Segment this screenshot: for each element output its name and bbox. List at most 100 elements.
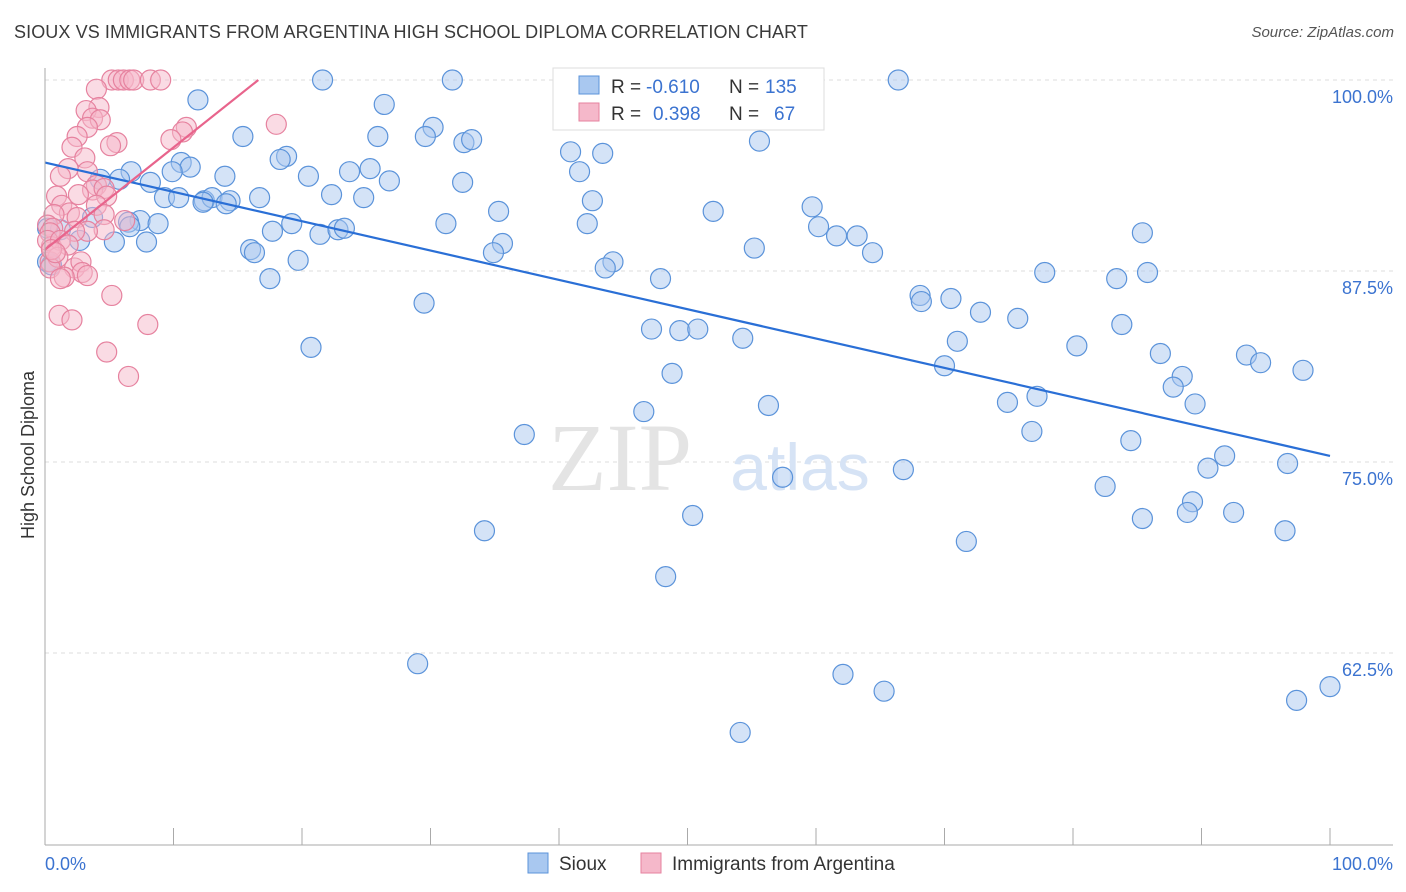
sioux-point bbox=[320, 184, 343, 206]
sioux-point bbox=[1223, 501, 1245, 524]
y-tick-label: 62.5% bbox=[1342, 660, 1393, 680]
sioux-point bbox=[832, 663, 854, 685]
sioux-point bbox=[1111, 313, 1133, 336]
y-tick-label: 75.0% bbox=[1342, 469, 1393, 489]
sioux-point bbox=[748, 130, 771, 152]
sioux-point bbox=[187, 89, 209, 111]
sioux-point bbox=[488, 200, 510, 223]
sioux-point bbox=[581, 190, 604, 212]
sioux-point bbox=[1162, 376, 1184, 398]
sioux-point bbox=[640, 318, 663, 340]
sioux-point bbox=[232, 125, 254, 148]
watermark-atlas: atlas bbox=[730, 430, 869, 504]
argentina-point bbox=[61, 309, 83, 331]
argentina-point bbox=[114, 209, 136, 232]
legend-swatch-argentina bbox=[640, 852, 662, 874]
sioux-point bbox=[996, 391, 1019, 414]
sioux-point bbox=[1131, 507, 1153, 530]
sioux-point bbox=[633, 400, 655, 423]
sioux-point bbox=[1106, 268, 1128, 290]
sioux-point bbox=[801, 196, 823, 218]
sioux-point bbox=[452, 171, 474, 193]
sioux-point bbox=[655, 565, 677, 588]
sioux-point bbox=[1066, 335, 1088, 357]
sioux-point bbox=[732, 327, 754, 349]
sioux-point bbox=[353, 187, 375, 209]
n-value-sioux: 135 bbox=[765, 77, 797, 98]
sioux-point bbox=[407, 653, 429, 675]
sioux-point bbox=[661, 362, 683, 384]
sioux-point bbox=[513, 423, 535, 446]
sioux-point bbox=[297, 165, 320, 187]
sioux-point bbox=[743, 237, 765, 259]
sioux-point bbox=[1136, 261, 1159, 284]
sioux-point bbox=[873, 680, 895, 702]
n-label: N = bbox=[729, 77, 759, 98]
sioux-point bbox=[757, 394, 780, 417]
sioux-point bbox=[461, 128, 483, 151]
sioux-point bbox=[1007, 307, 1029, 329]
sioux-point bbox=[576, 213, 598, 235]
argentina-point bbox=[137, 313, 159, 336]
r-label: R = bbox=[611, 77, 641, 98]
sioux-point bbox=[1094, 475, 1116, 498]
sioux-point bbox=[1274, 520, 1296, 542]
sioux-point bbox=[473, 520, 496, 542]
sioux-point bbox=[338, 161, 361, 183]
argentina-point bbox=[85, 78, 108, 100]
sioux-point bbox=[1021, 420, 1043, 443]
sioux-point bbox=[846, 225, 868, 247]
n-value-argentina: 67 bbox=[774, 104, 795, 125]
argentina-point bbox=[150, 69, 172, 91]
legend-label-argentina: Immigrants from Argentina bbox=[672, 854, 895, 875]
sioux-point bbox=[946, 330, 968, 352]
sioux-point bbox=[825, 225, 848, 247]
sioux-point bbox=[771, 466, 794, 488]
sioux-point bbox=[1276, 452, 1299, 475]
sioux-trend-line bbox=[44, 161, 1331, 457]
watermark-zip: ZIP bbox=[548, 404, 692, 511]
sioux-point bbox=[435, 213, 457, 235]
sioux-point bbox=[702, 200, 724, 223]
chart-title: SIOUX VS IMMIGRANTS FROM ARGENTINA HIGH … bbox=[14, 22, 808, 42]
sioux-point bbox=[192, 191, 214, 213]
sioux-point bbox=[311, 69, 334, 91]
legend-swatch-sioux bbox=[578, 75, 600, 95]
sioux-point bbox=[955, 530, 977, 553]
sioux-point bbox=[1292, 359, 1314, 381]
argentina-point bbox=[117, 365, 140, 388]
sioux-point bbox=[669, 319, 691, 342]
sioux-point bbox=[1214, 445, 1236, 467]
sioux-point bbox=[682, 504, 704, 527]
sioux-point bbox=[594, 257, 616, 279]
sioux-point bbox=[687, 318, 709, 340]
sioux-point bbox=[1197, 457, 1219, 479]
sioux-point bbox=[1026, 385, 1048, 407]
argentina-point bbox=[265, 113, 287, 135]
argentina-point bbox=[99, 135, 122, 157]
argentina-trend-line bbox=[44, 79, 259, 251]
sioux-point bbox=[441, 69, 463, 91]
argentina-point bbox=[76, 264, 99, 287]
sioux-point bbox=[248, 187, 271, 209]
sioux-point bbox=[378, 170, 400, 192]
sioux-point bbox=[259, 268, 281, 290]
legend-swatch-argentina bbox=[578, 102, 600, 122]
sioux-point bbox=[414, 125, 436, 148]
sioux-point bbox=[367, 125, 389, 148]
sioux-point bbox=[359, 158, 381, 180]
sioux-point bbox=[261, 220, 284, 242]
sioux-point bbox=[892, 459, 914, 481]
sioux-point bbox=[1120, 430, 1142, 452]
sioux-point bbox=[1250, 352, 1272, 374]
sioux-point bbox=[1319, 676, 1341, 698]
x-tick-label-max: 100.0% bbox=[1332, 854, 1393, 874]
sioux-point bbox=[887, 69, 909, 91]
argentina-point bbox=[160, 128, 182, 151]
argentina-point bbox=[96, 341, 118, 363]
sioux-point bbox=[413, 292, 435, 314]
sioux-point bbox=[373, 93, 395, 116]
sioux-point bbox=[1131, 222, 1153, 244]
sioux-point bbox=[1149, 342, 1171, 365]
